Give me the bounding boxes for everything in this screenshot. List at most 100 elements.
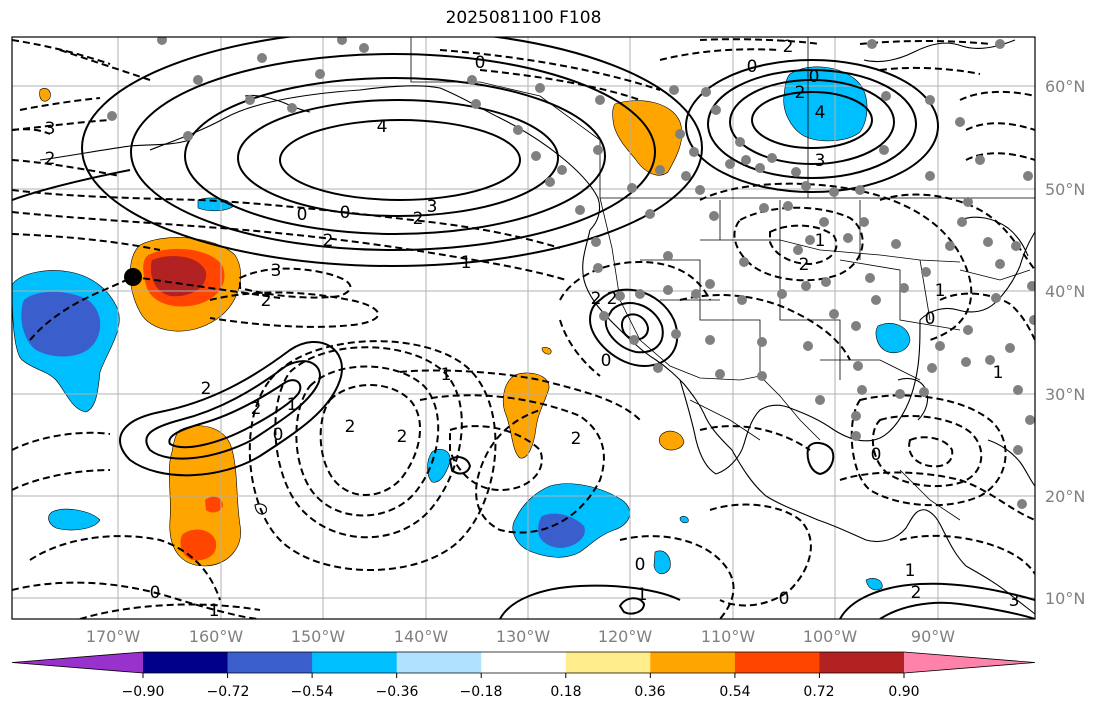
- contour-label: 2: [323, 231, 334, 251]
- contour-label: 1: [209, 601, 220, 621]
- colorbar-segment: [312, 652, 398, 673]
- contour-labels: 4 3 2 0 0 0 2 2 1 3 2 4 3 2 0 0 3 2 2 2 …: [45, 37, 1020, 621]
- contour-label: 3: [45, 119, 56, 139]
- lon-label: 160°W: [189, 627, 244, 646]
- colorbar-segment: [819, 652, 905, 673]
- lon-label: 90°W: [911, 627, 955, 646]
- colorbar-segment: [143, 652, 229, 673]
- map-frame: [11, 36, 1036, 620]
- colorbar-tick-label: −0.54: [291, 684, 334, 700]
- colorbar: −0.90 −0.72 −0.54 −0.36 −0.18 0.18 0.36 …: [11, 651, 1036, 700]
- contour-label: 0: [747, 57, 758, 77]
- positive-contours: [12, 37, 1035, 619]
- lon-label: 100°W: [803, 627, 858, 646]
- lat-label: 50°N: [1045, 180, 1085, 199]
- strong-positive-anomaly-region: [180, 529, 217, 561]
- contour-label: 0: [635, 555, 646, 575]
- contour-label: 0: [871, 445, 882, 465]
- colorbar-tick-label: −0.72: [207, 684, 250, 700]
- colorbar-segment: [227, 652, 313, 673]
- contour-label: 3: [271, 261, 282, 281]
- contour-label: 2: [397, 427, 408, 447]
- lon-label: 130°W: [496, 627, 551, 646]
- negative-anomaly-region: [653, 550, 671, 575]
- colorbar-tick-labels: −0.90 −0.72 −0.54 −0.36 −0.18 0.18 0.36 …: [122, 684, 920, 700]
- contour-label: 2: [911, 583, 922, 603]
- contour-label: 2: [795, 83, 806, 103]
- contour-label: 1: [993, 363, 1004, 383]
- positive-anomaly-region: [39, 88, 51, 102]
- lon-label: 120°W: [598, 627, 653, 646]
- negative-anomaly-region: [679, 516, 689, 524]
- strong-negative-anomaly-region: [21, 291, 101, 357]
- contour-label: 0: [809, 67, 820, 87]
- track-marker: [124, 268, 142, 286]
- contour-label: 2: [607, 289, 618, 309]
- contour-label: 0: [340, 203, 351, 223]
- lat-label: 60°N: [1045, 77, 1085, 96]
- contour-label: 1: [935, 281, 946, 301]
- colorbar-tick-label: 0.18: [550, 684, 581, 700]
- contour-label: 3: [1009, 591, 1020, 611]
- colorbar-segments: [11, 651, 1036, 674]
- colorbar-tick-label: −0.18: [460, 684, 503, 700]
- strong-negative-anomaly-region: [538, 513, 585, 548]
- contour-label: 2: [799, 255, 810, 275]
- colorbar-ticks: [142, 673, 905, 678]
- longitude-labels: 170°W 160°W 150°W 140°W 130°W 120°W 110°…: [86, 627, 955, 646]
- lon-label: 140°W: [394, 627, 449, 646]
- colorbar-segment: [650, 652, 736, 673]
- contour-label: 2: [45, 149, 56, 169]
- colorbar-tick-label: 0.90: [888, 684, 919, 700]
- latitude-labels: 60°N 50°N 40°N 30°N 20°N 10°N: [1045, 77, 1085, 608]
- colorbar-segment: [734, 652, 820, 673]
- contour-label: 0: [273, 425, 284, 445]
- contour-label: 1: [815, 231, 826, 251]
- lat-label: 40°N: [1045, 282, 1085, 301]
- negative-contours: [12, 38, 1035, 619]
- contour-label: 0: [601, 351, 612, 371]
- contour-label: 0: [475, 53, 486, 73]
- contour-label: 0: [297, 205, 308, 225]
- observation-stations: [107, 37, 1035, 509]
- contour-label: 1: [441, 365, 452, 385]
- contour-label: 3: [815, 151, 826, 171]
- contour-label: 0: [779, 589, 790, 609]
- contour-label: 2: [591, 289, 602, 309]
- contour-label: 2: [571, 429, 582, 449]
- positive-anomaly-region: [658, 430, 685, 451]
- contour-label: 4: [815, 103, 826, 123]
- lat-label: 20°N: [1045, 487, 1085, 506]
- contour-label: 2: [251, 399, 262, 419]
- contour-label: 2: [201, 379, 212, 399]
- contour-label: 1: [905, 561, 916, 581]
- colorbar-tick-label: 0.36: [634, 684, 665, 700]
- map-title: 2025081100 F108: [445, 8, 602, 28]
- negative-anomaly-region: [875, 323, 911, 353]
- contour-label: 2: [413, 209, 424, 229]
- lat-label: 10°N: [1045, 589, 1085, 608]
- colorbar-extend-high: [904, 652, 1035, 673]
- contour-label: 3: [427, 197, 438, 217]
- positive-anomaly-region: [541, 347, 552, 355]
- negative-anomaly-region: [865, 578, 883, 591]
- negative-anomaly-region: [48, 508, 101, 531]
- contour-label: 2: [345, 417, 356, 437]
- colorbar-segment: [565, 652, 651, 673]
- lat-label: 30°N: [1045, 385, 1085, 404]
- strong-positive-anomaly-region: [205, 496, 223, 513]
- contour-label: 4: [377, 117, 388, 137]
- coastlines: [39, 39, 1035, 615]
- contour-label: 1: [461, 253, 472, 273]
- contour-label: 2: [261, 291, 272, 311]
- political-borders: [410, 37, 1035, 521]
- contour-label: 1: [287, 395, 298, 415]
- contour-label: 1: [637, 585, 648, 605]
- colorbar-tick-label: 0.54: [719, 684, 750, 700]
- colorbar-segment: [481, 652, 567, 673]
- lon-label: 170°W: [86, 627, 141, 646]
- lon-label: 110°W: [701, 627, 756, 646]
- contour-label: 0: [925, 309, 936, 329]
- colorbar-extend-low: [12, 652, 143, 673]
